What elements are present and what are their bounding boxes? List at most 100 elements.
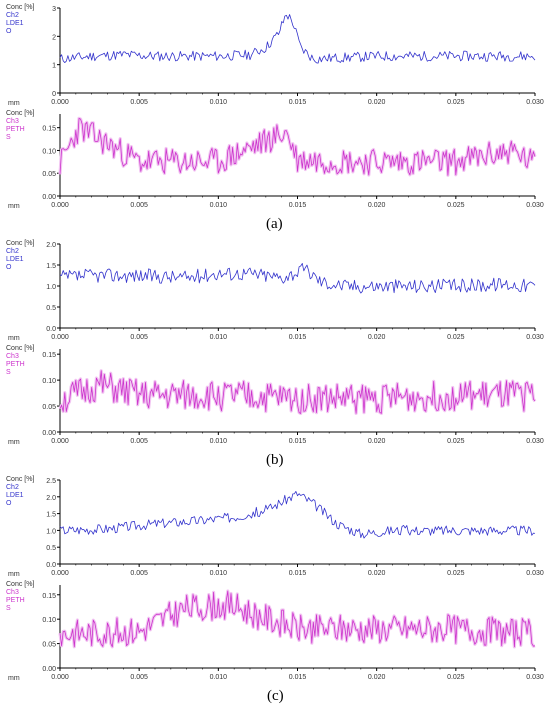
y-axis-label-line: O — [6, 264, 12, 271]
y-axis-label-line: Ch3 — [6, 118, 19, 125]
y-axis-label-line: Conc [%] — [6, 345, 34, 352]
y-tick-label: 1.5 — [46, 512, 56, 519]
x-tick-label: 0.000 — [51, 570, 69, 577]
x-tick-label: 0.025 — [447, 202, 465, 209]
y-tick-label: 1.5 — [46, 263, 56, 270]
y-tick-label: 2.0 — [46, 495, 56, 502]
y-tick-label: 0.0 — [46, 562, 56, 569]
y-axis-label-line: Conc [%] — [6, 4, 34, 11]
y-tick-label: 0.05 — [42, 404, 56, 411]
x-tick-label: 0.025 — [447, 438, 465, 445]
y-axis-label-line: PETH — [6, 126, 25, 133]
x-tick-label: 0.020 — [368, 438, 386, 445]
x-axis-label: mm — [8, 100, 20, 107]
y-axis-label-line: PETH — [6, 361, 25, 368]
x-tick-label: 0.005 — [130, 674, 148, 681]
y-tick-label: 1.0 — [46, 284, 56, 291]
x-tick-label: 0.000 — [51, 99, 69, 106]
y-tick-label: 0.00 — [42, 430, 56, 437]
x-tick-label: 0.010 — [210, 674, 228, 681]
x-tick-label: 0.025 — [447, 99, 465, 106]
x-tick-label: 0.020 — [368, 99, 386, 106]
x-tick-label: 0.005 — [130, 202, 148, 209]
y-tick-label: 0 — [52, 91, 56, 98]
series-line-ch3 — [59, 590, 536, 648]
x-tick-label: 0.020 — [368, 334, 386, 341]
x-tick-label: 0.030 — [526, 99, 544, 106]
x-tick-label: 0.005 — [130, 334, 148, 341]
y-axis-label-line: S — [6, 369, 11, 376]
x-tick-label: 0.000 — [51, 674, 69, 681]
x-tick-label: 0.015 — [289, 570, 307, 577]
x-tick-label: 0.025 — [447, 334, 465, 341]
y-tick-label: 2 — [52, 34, 56, 41]
y-tick-label: 0.10 — [42, 378, 56, 385]
x-tick-label: 0.025 — [447, 570, 465, 577]
x-tick-label: 0.020 — [368, 202, 386, 209]
x-tick-label: 0.010 — [210, 334, 228, 341]
x-tick-label: 0.000 — [51, 334, 69, 341]
x-axis-label: mm — [8, 571, 20, 578]
y-tick-label: 0.05 — [42, 171, 56, 178]
y-axis-label-line: S — [6, 605, 11, 612]
panel-label-a: (a) — [266, 216, 283, 232]
y-axis-label-line: Conc [%] — [6, 476, 34, 483]
x-tick-label: 0.010 — [210, 570, 228, 577]
y-tick-label: 2.0 — [46, 242, 56, 249]
y-axis-label-line: LDE1 — [6, 20, 24, 27]
x-tick-label: 0.030 — [526, 438, 544, 445]
y-tick-label: 2.5 — [46, 478, 56, 485]
x-tick-label: 0.030 — [526, 334, 544, 341]
x-axis-label: mm — [8, 335, 20, 342]
y-tick-label: 0.00 — [42, 666, 56, 673]
x-tick-label: 0.030 — [526, 202, 544, 209]
y-tick-label: 0.10 — [42, 617, 56, 624]
x-axis-label: mm — [8, 203, 20, 210]
series-line-ch3 — [59, 370, 536, 414]
x-tick-label: 0.005 — [130, 570, 148, 577]
y-tick-label: 1 — [52, 63, 56, 70]
y-tick-label: 0.10 — [42, 148, 56, 155]
y-tick-label: 0.5 — [46, 545, 56, 552]
y-tick-label: 0.15 — [42, 593, 56, 600]
x-tick-label: 0.005 — [130, 99, 148, 106]
x-tick-label: 0.015 — [289, 202, 307, 209]
y-axis-label-line: Ch2 — [6, 484, 19, 491]
y-tick-label: 1.0 — [46, 528, 56, 535]
x-tick-label: 0.030 — [526, 674, 544, 681]
x-axis-label: mm — [8, 439, 20, 446]
y-axis-label-line: Conc [%] — [6, 581, 34, 588]
x-tick-label: 0.000 — [51, 438, 69, 445]
y-tick-label: 0.15 — [42, 352, 56, 359]
y-axis-label-line: Ch3 — [6, 353, 19, 360]
y-axis-label-line: O — [6, 28, 12, 35]
y-axis-label-line: PETH — [6, 597, 25, 604]
y-axis-label-line: LDE1 — [6, 492, 24, 499]
series-line-ch2 — [59, 14, 536, 64]
y-tick-label: 0.15 — [42, 126, 56, 133]
x-tick-label: 0.005 — [130, 438, 148, 445]
y-axis-label-line: O — [6, 500, 12, 507]
x-tick-label: 0.000 — [51, 202, 69, 209]
y-axis-label-line: Ch2 — [6, 12, 19, 19]
x-tick-label: 0.015 — [289, 674, 307, 681]
x-tick-label: 0.030 — [526, 570, 544, 577]
panel-label-c: (c) — [267, 688, 284, 704]
x-tick-label: 0.010 — [210, 99, 228, 106]
x-tick-label: 0.015 — [289, 334, 307, 341]
y-axis-label-line: Conc [%] — [6, 240, 34, 247]
x-tick-label: 0.020 — [368, 570, 386, 577]
y-tick-label: 0.5 — [46, 305, 56, 312]
y-tick-label: 0.00 — [42, 194, 56, 201]
y-axis-label-line: Ch2 — [6, 248, 19, 255]
series-line-ch2 — [59, 490, 536, 539]
x-tick-label: 0.010 — [210, 202, 228, 209]
x-tick-label: 0.015 — [289, 438, 307, 445]
series-line-ch3 — [59, 118, 536, 176]
y-axis-label-line: LDE1 — [6, 256, 24, 263]
y-axis-label-line: Ch3 — [6, 589, 19, 596]
x-tick-label: 0.020 — [368, 674, 386, 681]
series-glow — [58, 369, 537, 416]
x-tick-label: 0.010 — [210, 438, 228, 445]
x-axis-label: mm — [8, 675, 20, 682]
